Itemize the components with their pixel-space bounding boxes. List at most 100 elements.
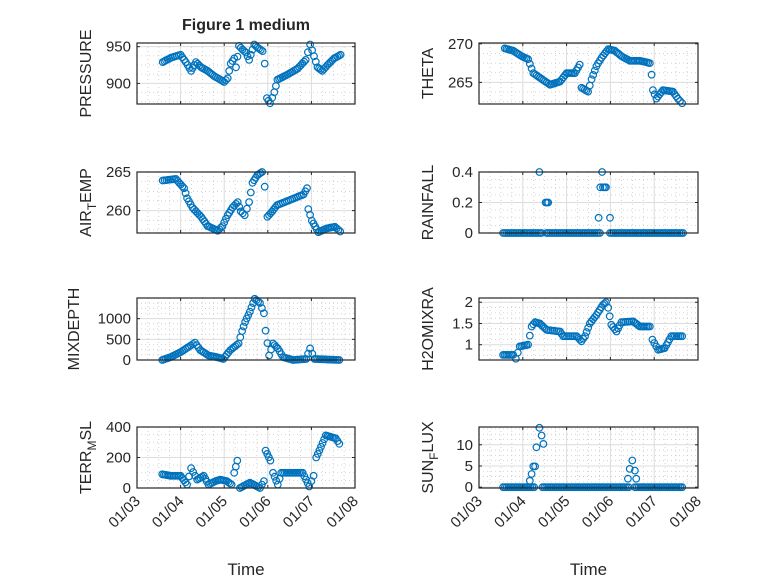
data-point: [239, 322, 248, 331]
data-point: [187, 464, 196, 473]
data-point: [310, 52, 318, 61]
axes-box: [478, 42, 699, 105]
data-point: [232, 63, 240, 72]
x-tick-label: 01/04: [149, 493, 188, 532]
data-point: [524, 340, 532, 349]
data-point: [336, 50, 345, 59]
data-point: [304, 349, 313, 358]
axes-box: [478, 297, 699, 361]
tick-marks: [137, 426, 355, 489]
data-point: [584, 323, 593, 332]
data-point: [525, 476, 534, 485]
data-point: [246, 50, 255, 59]
data-point: [524, 55, 532, 64]
data-point: [596, 183, 605, 192]
data-point: [590, 66, 599, 75]
y-tick-label: 400: [106, 419, 131, 436]
y-axis-label: MIXDEPTH: [66, 288, 83, 371]
y-tick-label: 1000: [98, 311, 131, 328]
data-point: [221, 214, 230, 223]
data-point: [525, 59, 534, 68]
y-tick-label: 900: [106, 75, 131, 92]
data-point: [261, 326, 270, 335]
data-point: [242, 204, 251, 213]
data-point: [256, 299, 264, 307]
y-axis-label: RAINFALL: [420, 165, 437, 241]
y-tick-label: 265: [448, 74, 473, 91]
y-tick-label: 270: [448, 36, 473, 53]
data-point: [226, 479, 234, 488]
data-point: [178, 182, 187, 191]
data-point: [582, 328, 591, 336]
data-point: [678, 483, 687, 492]
data-point: [530, 483, 539, 492]
data-point: [266, 456, 275, 465]
data-point: [260, 477, 268, 486]
subplot-air-temp: 260 265 AIRTEMP: [78, 164, 356, 237]
data-point: [631, 466, 639, 475]
x-tick-label: 01/06: [579, 493, 618, 532]
y-tick-label: 1: [465, 337, 473, 354]
x-axis-label: Time: [570, 560, 607, 579]
data-point: [537, 431, 546, 440]
data-point: [315, 446, 324, 455]
data-point: [628, 456, 637, 465]
data-point: [527, 470, 536, 478]
y-axis-label: THETA: [420, 48, 437, 100]
data-point: [647, 70, 656, 79]
data-series-sun-flux: [499, 423, 687, 492]
figure-title: Figure 1 medium: [182, 17, 310, 34]
data-point: [223, 74, 232, 83]
data-point: [221, 76, 230, 84]
data-point: [258, 47, 267, 55]
data-point: [245, 56, 254, 64]
data-point: [594, 213, 603, 222]
data-point: [317, 442, 325, 451]
axes-box: [478, 426, 699, 489]
data-point: [180, 184, 189, 193]
data-point: [312, 453, 321, 462]
data-point: [604, 303, 613, 312]
tick-marks: [479, 298, 698, 360]
subplot-mixdepth: 0 500 1000 MIXDEPTH: [66, 288, 356, 371]
tick-marks: [137, 298, 355, 361]
data-point: [225, 66, 234, 75]
data-point: [260, 309, 268, 318]
data-point: [246, 188, 255, 197]
x-tick-label: 01/05: [535, 493, 574, 532]
data-point: [232, 340, 241, 349]
data-point: [539, 440, 548, 448]
data-point: [309, 471, 318, 480]
x-tick-label: 01/05: [192, 493, 231, 532]
y-tick-label: 0: [123, 480, 131, 497]
data-point: [242, 48, 250, 57]
data-point: [269, 468, 277, 477]
data-point: [678, 99, 687, 108]
major-grid: [137, 43, 355, 104]
data-point: [606, 213, 614, 222]
data-point: [270, 472, 279, 481]
data-point: [544, 198, 553, 207]
y-axis-label: TERRMSL: [78, 421, 99, 494]
tick-marks: [137, 171, 355, 233]
x-tick-label: 01/08: [666, 493, 705, 532]
y-tick-label: 500: [106, 331, 131, 348]
x-tick-label: 01/03: [105, 493, 144, 532]
y-tick-label: 10: [456, 437, 473, 454]
data-point: [674, 94, 682, 103]
data-point: [263, 339, 272, 348]
data-point: [260, 59, 269, 68]
data-point: [645, 322, 654, 331]
data-point: [181, 478, 190, 487]
subplot-theta: 265 270 THETA: [420, 36, 699, 108]
y-tick-label: 200: [106, 450, 131, 467]
data-point: [256, 169, 265, 177]
y-tick-label: 265: [106, 164, 131, 181]
data-point: [531, 462, 539, 471]
data-point: [335, 439, 344, 448]
data-point: [181, 189, 190, 198]
subplot-rainfall: 0 0.2 0.4 RAINFALL: [420, 164, 699, 242]
x-tick-label: 01/03: [447, 493, 486, 532]
x-tick-label: 01/07: [280, 493, 319, 532]
